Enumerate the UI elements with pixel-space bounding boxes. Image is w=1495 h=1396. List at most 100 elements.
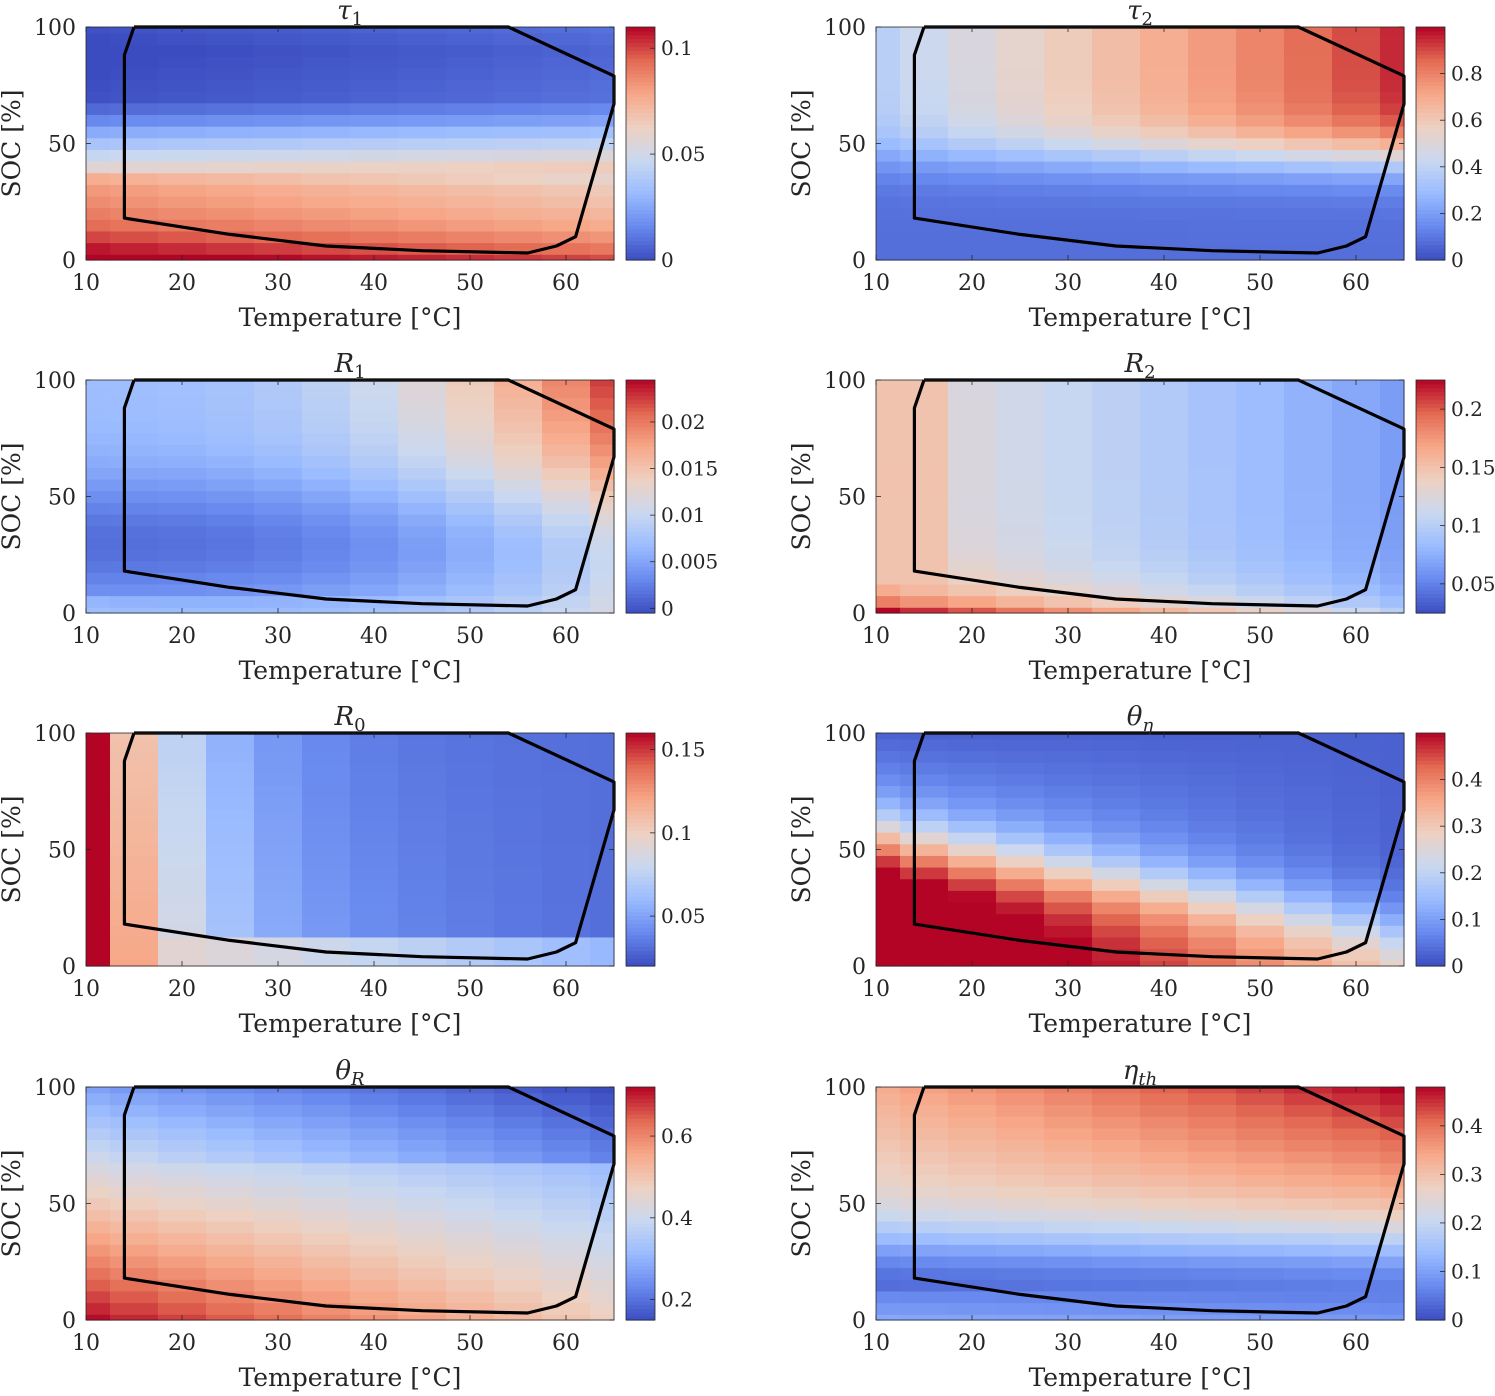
colorbar-segment	[626, 1207, 655, 1212]
heatmap-cell	[1188, 1151, 1237, 1164]
heatmap-cell	[900, 1116, 949, 1129]
heatmap-cell	[948, 444, 997, 457]
heatmap-cell	[876, 890, 901, 903]
colorbar-segment	[1416, 1215, 1445, 1220]
colorbar-segment	[626, 779, 655, 785]
heatmap-cell	[1380, 1255, 1405, 1269]
heatmap-cell	[1380, 79, 1405, 92]
heatmap-cell	[1236, 1279, 1285, 1292]
heatmap-cell	[948, 207, 997, 220]
heatmap-cell	[158, 1197, 207, 1210]
colorbar-segment	[1416, 73, 1445, 79]
heatmap-cell	[948, 762, 997, 775]
colorbar-segment	[1416, 1129, 1445, 1135]
heatmap-cell	[1044, 797, 1093, 810]
colorbar-tick-label: 0.4	[1451, 155, 1483, 179]
heatmap-cell	[1380, 607, 1405, 614]
heatmap-cell	[1332, 1267, 1381, 1280]
heatmap-cell	[1284, 420, 1333, 434]
heatmap-cell	[542, 820, 591, 833]
heatmap-cell	[302, 91, 351, 104]
x-tick-label: 10	[72, 624, 100, 649]
heatmap-cell	[1188, 1186, 1237, 1199]
y-tick-label: 0	[852, 602, 866, 627]
colorbar-segment	[626, 213, 655, 218]
heatmap-cell	[254, 1255, 303, 1269]
heatmap-cell	[1140, 762, 1189, 775]
heatmap-cell	[494, 525, 543, 538]
heatmap-cell	[1284, 808, 1333, 821]
heatmap-cell	[948, 114, 997, 127]
colorbar-segment	[1416, 383, 1445, 389]
colorbar-segment	[626, 1304, 655, 1309]
heatmap-cell	[1188, 855, 1237, 868]
colorbar-segment	[1416, 764, 1445, 769]
heatmap-cell	[900, 137, 949, 150]
heatmap-cell	[446, 808, 495, 821]
heatmap-cell	[158, 195, 207, 209]
heatmap-cell	[948, 467, 997, 480]
heatmap-cell	[446, 184, 495, 197]
heatmap-cell	[446, 572, 495, 585]
heatmap-cell	[1236, 1232, 1285, 1245]
heatmap-cell	[1188, 409, 1237, 422]
heatmap-cell	[1092, 1267, 1141, 1280]
heatmap-cell	[1236, 855, 1285, 868]
heatmap-cell	[1140, 525, 1189, 538]
colorbar-frame	[625, 26, 656, 261]
heatmap-cell	[590, 149, 615, 162]
heatmap-cell	[1332, 420, 1381, 434]
x-tick-label: 20	[958, 1331, 986, 1356]
colorbar-segment	[626, 841, 655, 847]
heatmap-cell	[446, 102, 495, 115]
heatmap-cell	[206, 1197, 255, 1210]
heatmap-cell	[876, 32, 901, 46]
colorbar-segment	[1416, 104, 1445, 110]
heatmap-cell	[350, 560, 399, 573]
heatmap-cell	[1188, 572, 1237, 585]
heatmap-cell	[494, 843, 543, 856]
colorbar-segment	[1416, 1312, 1445, 1317]
heatmap-cell	[1092, 1220, 1141, 1234]
colorbar-segment	[626, 799, 655, 804]
heatmap-cell	[876, 184, 901, 197]
colorbar-segment	[1416, 1226, 1445, 1232]
heatmap-cell	[900, 1290, 949, 1304]
heatmap-cell	[1236, 513, 1285, 527]
heatmap-cell	[996, 242, 1045, 255]
colorbar-segment	[1416, 1156, 1445, 1162]
y-axis-label: SOC [%]	[0, 1150, 26, 1258]
heatmap-cell	[1380, 948, 1405, 961]
heatmap-cell	[398, 1104, 447, 1117]
heatmap-cell	[996, 126, 1045, 139]
colorbar-segment	[626, 438, 655, 443]
heatmap-cell	[254, 560, 303, 573]
heatmap-cell	[398, 1092, 447, 1106]
heatmap-cell	[1188, 27, 1237, 34]
heatmap-cell	[110, 797, 159, 810]
colorbar-segment	[626, 27, 655, 32]
colorbar-segment	[1416, 446, 1445, 451]
colorbar-segment	[1416, 1230, 1445, 1236]
heatmap-cell	[1236, 1209, 1285, 1222]
heatmap-cell	[1140, 1127, 1189, 1141]
heatmap-cell	[542, 513, 591, 527]
heatmap-cell	[86, 67, 111, 81]
colorbar-segment	[626, 787, 655, 792]
heatmap-cell	[948, 420, 997, 434]
heatmap-cell	[254, 137, 303, 150]
heatmap-cell	[876, 91, 901, 104]
heatmap-cell	[86, 1092, 111, 1106]
heatmap-cell	[494, 102, 543, 115]
heatmap-cell	[1284, 409, 1333, 422]
heatmap-cell	[350, 1290, 399, 1304]
colorbar-segment	[1416, 93, 1445, 98]
heatmap-cell	[1140, 855, 1189, 868]
heatmap-cell	[206, 207, 255, 220]
heatmap-cell	[1332, 102, 1381, 115]
heatmap-cell	[110, 513, 159, 527]
heatmap-cell	[948, 32, 997, 46]
heatmap-cell	[206, 1116, 255, 1129]
colorbar-segment	[1416, 1238, 1445, 1243]
